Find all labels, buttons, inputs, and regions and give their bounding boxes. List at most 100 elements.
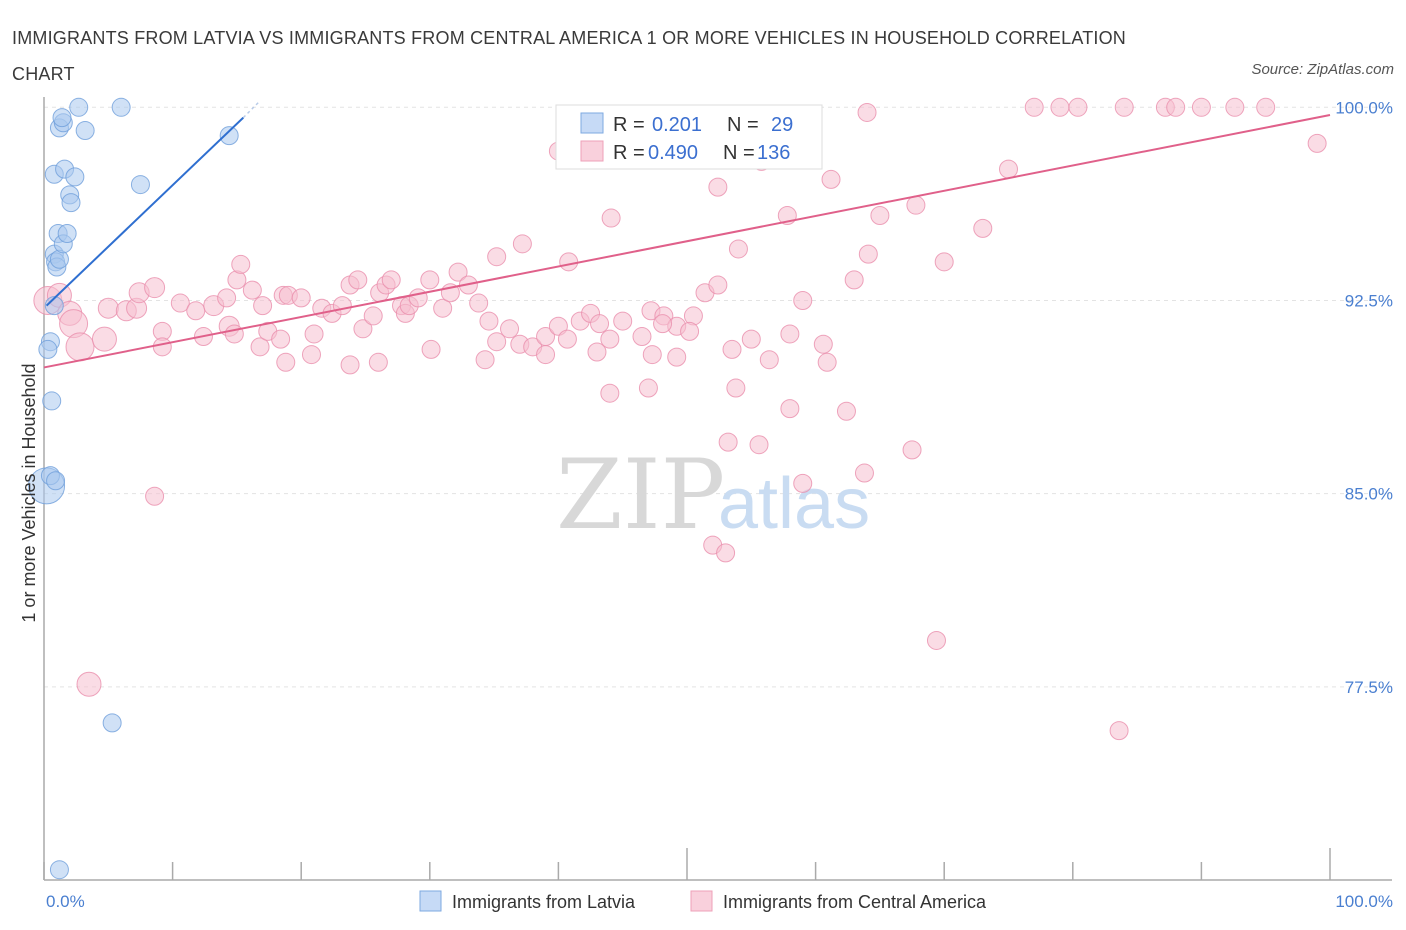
data-point-latvia [69,97,89,117]
chart-title: IMMIGRANTS FROM LATVIA VS IMMIGRANTS FRO… [12,28,1127,84]
data-point-latvia [38,339,58,359]
data-point-central-america [722,339,742,359]
data-point-central-america [836,401,856,421]
data-point-central-america [780,324,800,344]
data-point-central-america [224,324,244,344]
data-point-latvia [49,860,69,880]
data-point-latvia [75,120,95,140]
data-point-central-america [587,342,607,362]
stats-r-value-latvia: 0.201 [652,114,702,136]
data-point-central-america [536,345,556,365]
data-point-central-america [304,324,324,344]
data-point-latvia [57,224,77,244]
data-point-central-america [1050,97,1070,117]
y-tick-labels: 77.5% 85.0% 92.5% 100.0% [1335,98,1393,697]
data-point-central-america [1225,97,1245,117]
series-central-america [33,97,1327,741]
data-point-central-america [433,298,453,318]
data-point-central-america [638,378,658,398]
data-point-central-america [613,311,633,331]
data-point-central-america [749,435,769,455]
data-point-central-america [813,334,833,354]
x-tick-label: 100.0% [1335,892,1393,911]
data-point-central-america [973,218,993,238]
data-point-central-america [854,463,874,483]
legend-label-central-america: Immigrants from Central America [723,892,987,912]
data-point-central-america [906,195,926,215]
stats-n-value-latvia: 29 [771,114,793,136]
y-axis-label: 1 or more Vehicles in Household [19,363,39,622]
y-tick-label: 100.0% [1335,98,1393,117]
data-point-central-america [793,290,813,310]
data-point-central-america [716,543,736,563]
data-point-central-america [487,247,507,267]
data-point-central-america [601,208,621,228]
trend-lines [43,101,1331,369]
data-point-central-america [793,473,813,493]
data-point-central-america [1109,721,1129,741]
data-point-central-america [448,262,468,282]
data-point-central-america [145,486,165,506]
data-point-central-america [144,277,166,299]
data-point-central-america [1307,133,1327,153]
data-point-central-america [548,316,568,336]
stats-r-value-central-america: 0.490 [648,142,698,164]
x-tick-label: 0.0% [46,892,85,911]
data-point-central-america [381,270,401,290]
data-point-latvia [102,713,122,733]
data-point-central-america [348,270,368,290]
data-point-central-america [600,329,620,349]
data-point-central-america [250,337,270,357]
watermark-zip: ZIP [556,439,725,551]
data-point-central-america [242,280,262,300]
stats-n-label-latvia: N = [727,114,759,136]
data-point-central-america [858,244,878,264]
data-point-central-america [821,169,841,189]
legend-label-latvia: Immigrants from Latvia [452,892,636,912]
data-point-central-america [271,329,291,349]
data-point-central-america [469,293,489,313]
data-point-central-america [844,270,864,290]
data-point-central-america [340,355,360,375]
data-point-latvia [61,193,81,213]
data-point-central-america [363,306,383,326]
y-tick-label: 92.5% [1345,291,1393,310]
data-point-central-america [759,350,779,370]
data-point-central-america [186,301,206,321]
legend-swatch-latvia [419,890,442,912]
legend: Immigrants from Latvia Immigrants from C… [419,890,987,912]
data-point-central-america [642,345,662,365]
data-point-central-america [368,352,388,372]
data-point-central-america [353,319,373,339]
data-point-central-america [91,326,117,352]
data-point-central-america [653,314,673,334]
data-point-central-america [902,440,922,460]
data-point-central-america [217,288,237,308]
data-point-central-america [857,102,877,122]
data-point-central-america [332,296,352,316]
x-tick-labels: 0.0% 100.0% [46,892,1393,911]
data-point-central-america [65,332,95,362]
data-point-central-america [718,432,738,452]
data-point-central-america [926,630,946,650]
watermark: ZIP atlas [556,439,870,551]
data-point-central-america [1024,97,1044,117]
data-point-latvia [46,471,66,491]
data-point-central-america [680,321,700,341]
data-point-latvia [44,296,64,316]
data-point-central-america [475,350,495,370]
data-point-central-america [408,288,428,308]
data-point-central-america [152,337,172,357]
data-point-latvia [52,108,72,128]
data-point-central-america [76,671,102,697]
data-point-central-america [301,345,321,365]
data-point-latvia [65,167,85,187]
data-point-central-america [1166,97,1186,117]
stats-r-label-central-america: R = [613,142,645,164]
data-point-central-america [741,329,761,349]
data-point-central-america [1068,97,1088,117]
stats-n-value-central-america: 136 [757,142,790,164]
data-point-central-america [231,254,251,274]
stats-n-label-central-america: N = [723,142,755,164]
